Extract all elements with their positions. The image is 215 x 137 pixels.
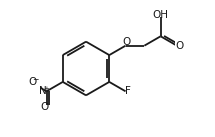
Text: O: O [122,37,130,47]
Text: F: F [125,86,131,96]
Text: N: N [39,86,47,96]
Text: −: − [32,75,39,85]
Text: O: O [28,77,37,87]
Text: +: + [43,86,49,92]
Text: O: O [40,102,48,112]
Text: OH: OH [153,10,169,20]
Text: O: O [175,41,183,51]
